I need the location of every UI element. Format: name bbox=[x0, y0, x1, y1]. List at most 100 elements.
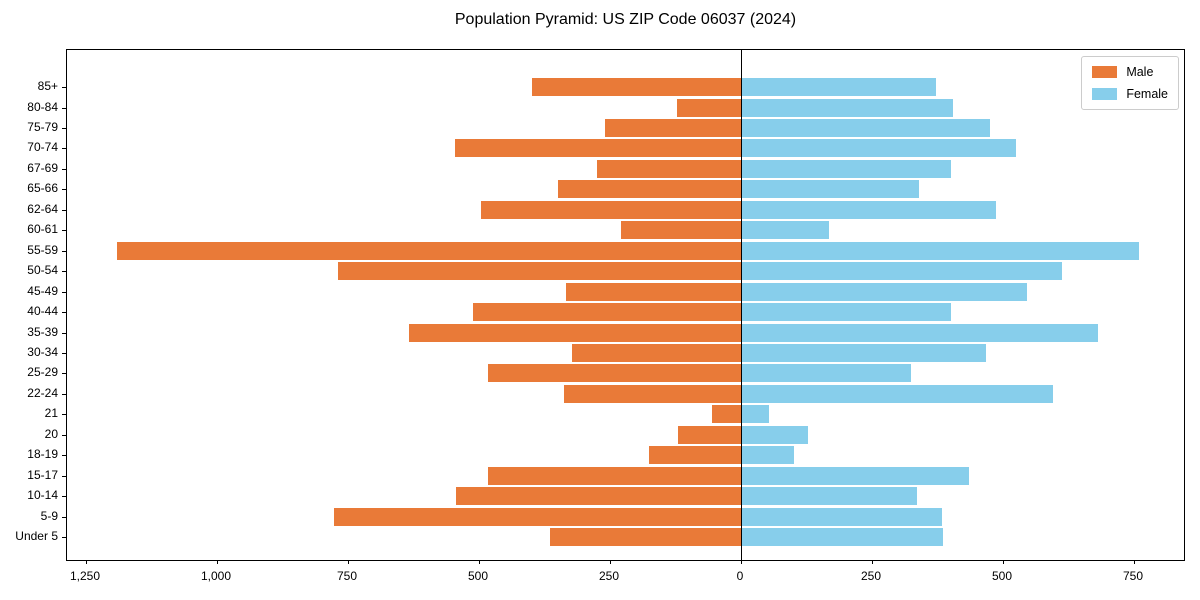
y-tick-mark bbox=[62, 516, 66, 518]
y-tick-label-50-54: 50-54 bbox=[27, 263, 58, 278]
x-tick-mark bbox=[1134, 560, 1135, 564]
male-bar-Under 5 bbox=[549, 528, 741, 546]
legend-item-male: Male bbox=[1092, 65, 1168, 79]
x-tick-label-250: 250 bbox=[598, 569, 620, 583]
male-bar-65-66 bbox=[557, 180, 741, 199]
x-tick-mark bbox=[86, 560, 87, 564]
female-bar-60-61 bbox=[742, 221, 829, 240]
y-tick-mark bbox=[62, 455, 66, 457]
x-tick-label-1,000: 1,000 bbox=[200, 569, 232, 583]
male-bar-5-9 bbox=[334, 507, 741, 526]
x-tick-label-1,250: 1,250 bbox=[69, 569, 101, 583]
female-bar-5-9 bbox=[742, 507, 942, 526]
x-tick-mark bbox=[217, 560, 218, 564]
female-bar-75-79 bbox=[742, 118, 991, 137]
male-bar-40-44 bbox=[472, 303, 741, 321]
y-tick-label-22-24: 22-24 bbox=[27, 385, 58, 400]
y-tick-label-65-66: 65-66 bbox=[27, 181, 58, 196]
zero-axis-line bbox=[741, 50, 742, 560]
y-tick-mark bbox=[62, 434, 66, 436]
male-bar-10-14 bbox=[455, 487, 741, 506]
female-bar-80-84 bbox=[742, 98, 954, 117]
y-tick-label-18-19: 18-19 bbox=[27, 447, 58, 462]
female-bar-85+ bbox=[742, 78, 936, 96]
male-bar-25-29 bbox=[488, 364, 741, 383]
x-tick-label-500: 500 bbox=[467, 569, 489, 583]
y-tick-mark bbox=[62, 209, 66, 211]
x-tick-label-750: 750 bbox=[1122, 569, 1144, 583]
y-tick-label-21: 21 bbox=[44, 406, 58, 421]
male-bar-60-61 bbox=[620, 221, 741, 240]
x-tick-mark bbox=[872, 560, 873, 564]
male-bar-21 bbox=[711, 405, 741, 424]
y-tick-label-5-9: 5-9 bbox=[40, 508, 58, 523]
female-bar-25-29 bbox=[742, 364, 912, 383]
male-bar-70-74 bbox=[454, 139, 741, 158]
legend-female-label: Female bbox=[1126, 87, 1168, 101]
male-bar-55-59 bbox=[116, 241, 741, 260]
x-tick-label-250: 250 bbox=[860, 569, 882, 583]
y-tick-label-67-69: 67-69 bbox=[27, 160, 58, 175]
female-bar-Under 5 bbox=[742, 528, 943, 546]
y-tick-mark bbox=[62, 168, 66, 170]
male-bar-20 bbox=[677, 425, 741, 444]
y-tick-label-25-29: 25-29 bbox=[27, 365, 58, 380]
y-tick-label-45-49: 45-49 bbox=[27, 283, 58, 298]
y-tick-mark bbox=[62, 393, 66, 395]
plot-area: Male Female bbox=[62, 49, 1185, 564]
male-bar-18-19 bbox=[648, 446, 741, 465]
male-color-swatch bbox=[1092, 66, 1118, 78]
y-tick-mark bbox=[62, 127, 66, 129]
x-tick-mark bbox=[741, 560, 742, 564]
female-bar-21 bbox=[742, 405, 770, 424]
female-bar-50-54 bbox=[742, 262, 1063, 281]
female-bar-45-49 bbox=[742, 282, 1027, 301]
female-bar-65-66 bbox=[742, 180, 920, 199]
female-bar-70-74 bbox=[742, 139, 1016, 158]
female-bar-22-24 bbox=[742, 384, 1054, 403]
female-bar-62-64 bbox=[742, 200, 996, 219]
female-bar-10-14 bbox=[742, 487, 917, 506]
legend-item-female: Female bbox=[1092, 87, 1168, 101]
y-tick-mark bbox=[62, 87, 66, 88]
male-bar-85+ bbox=[532, 78, 741, 96]
legend: Male Female bbox=[1081, 56, 1179, 110]
y-tick-mark bbox=[62, 107, 66, 109]
female-bar-35-39 bbox=[742, 323, 1099, 342]
y-tick-mark bbox=[62, 475, 66, 477]
y-tick-label-85+: 85+ bbox=[37, 79, 58, 93]
female-bar-67-69 bbox=[742, 159, 952, 178]
y-tick-mark bbox=[62, 250, 66, 252]
female-bar-18-19 bbox=[742, 446, 795, 465]
male-bar-30-34 bbox=[572, 343, 741, 362]
y-tick-mark bbox=[62, 230, 66, 232]
chart-title: Population Pyramid: US ZIP Code 06037 (2… bbox=[454, 11, 797, 28]
y-tick-mark bbox=[62, 414, 66, 416]
x-tick-label-750: 750 bbox=[336, 569, 358, 583]
male-bar-80-84 bbox=[677, 98, 741, 117]
y-tick-label-Under 5: Under 5 bbox=[15, 529, 58, 543]
x-tick-mark bbox=[479, 560, 480, 564]
y-tick-mark bbox=[62, 189, 66, 191]
x-tick-label-0: 0 bbox=[736, 569, 744, 583]
y-tick-mark bbox=[62, 271, 66, 273]
x-tick-label-500: 500 bbox=[991, 569, 1013, 583]
x-tick-mark bbox=[1003, 560, 1004, 564]
x-tick-mark bbox=[348, 560, 349, 564]
female-bar-20 bbox=[742, 425, 808, 444]
y-tick-mark bbox=[62, 352, 66, 354]
y-tick-label-75-79: 75-79 bbox=[27, 119, 58, 134]
y-tick-label-55-59: 55-59 bbox=[27, 242, 58, 257]
female-bar-30-34 bbox=[742, 343, 986, 362]
y-tick-label-40-44: 40-44 bbox=[27, 304, 58, 318]
legend-male-label: Male bbox=[1126, 65, 1154, 79]
y-tick-label-70-74: 70-74 bbox=[27, 140, 58, 155]
male-bar-62-64 bbox=[481, 200, 741, 219]
male-bar-22-24 bbox=[564, 384, 741, 403]
female-color-swatch bbox=[1092, 88, 1118, 100]
female-bar-40-44 bbox=[742, 303, 952, 321]
y-tick-label-80-84: 80-84 bbox=[27, 99, 58, 114]
y-tick-mark bbox=[62, 496, 66, 498]
y-tick-label-60-61: 60-61 bbox=[27, 222, 58, 237]
y-tick-mark bbox=[62, 312, 66, 313]
